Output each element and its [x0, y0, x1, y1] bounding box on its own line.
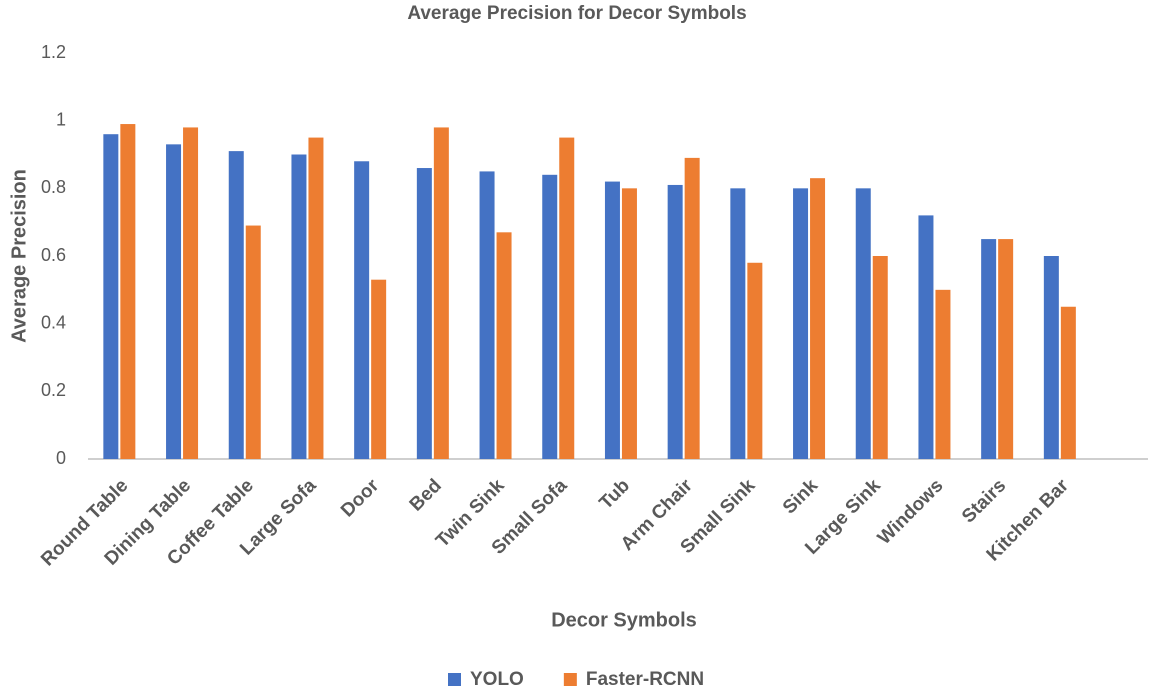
x-tick-label: Windows [874, 475, 948, 549]
legend-label: YOLO [470, 669, 524, 690]
y-tick-label: 0.4 [41, 312, 66, 332]
bar [120, 124, 136, 460]
bar [433, 127, 449, 459]
bar [559, 137, 575, 460]
bar [1043, 256, 1059, 459]
x-axis-label: Decor Symbols [551, 609, 697, 631]
bar [1060, 306, 1076, 459]
legend-swatch [563, 673, 577, 686]
bar [166, 144, 182, 459]
bar [855, 188, 871, 460]
legend-swatch [448, 673, 461, 686]
bar [228, 151, 244, 459]
bar [371, 279, 387, 459]
chart-title: Average Precision for Decor Symbols [407, 3, 746, 24]
x-tick-label: Sink [779, 475, 823, 519]
bar [730, 188, 746, 460]
bar [981, 239, 997, 459]
y-tick-label: 1.2 [41, 42, 66, 62]
bar [496, 232, 512, 459]
bar [621, 188, 637, 460]
bar [183, 127, 199, 459]
y-tick-label: 0.2 [41, 380, 66, 400]
bar [416, 168, 432, 460]
bar [747, 262, 763, 459]
x-tick-label: Door [337, 475, 384, 522]
bar [308, 137, 324, 460]
bar [245, 225, 261, 459]
bar [935, 289, 951, 459]
bar [667, 184, 683, 459]
legend-label: Faster-RCNN [586, 669, 704, 690]
bar [604, 181, 620, 460]
y-axis-label: Average Precision [8, 169, 30, 343]
bar [542, 174, 558, 460]
y-tick-label: 0.6 [41, 245, 66, 265]
y-tick-label: 1 [56, 109, 66, 129]
x-tick-label: Tub [596, 475, 634, 513]
bar [810, 178, 826, 459]
y-tick-label: 0 [56, 448, 66, 468]
x-tick-label: Stairs [958, 475, 1010, 527]
bar [872, 256, 888, 459]
bar [793, 188, 809, 460]
bar [354, 161, 370, 459]
y-tick-label: 0.8 [41, 177, 66, 197]
bar [684, 157, 700, 459]
bar [479, 171, 495, 459]
x-tick-label: Bed [406, 475, 446, 515]
bar [291, 154, 307, 459]
bar [918, 215, 934, 459]
bar [103, 134, 119, 459]
bar [998, 239, 1014, 459]
